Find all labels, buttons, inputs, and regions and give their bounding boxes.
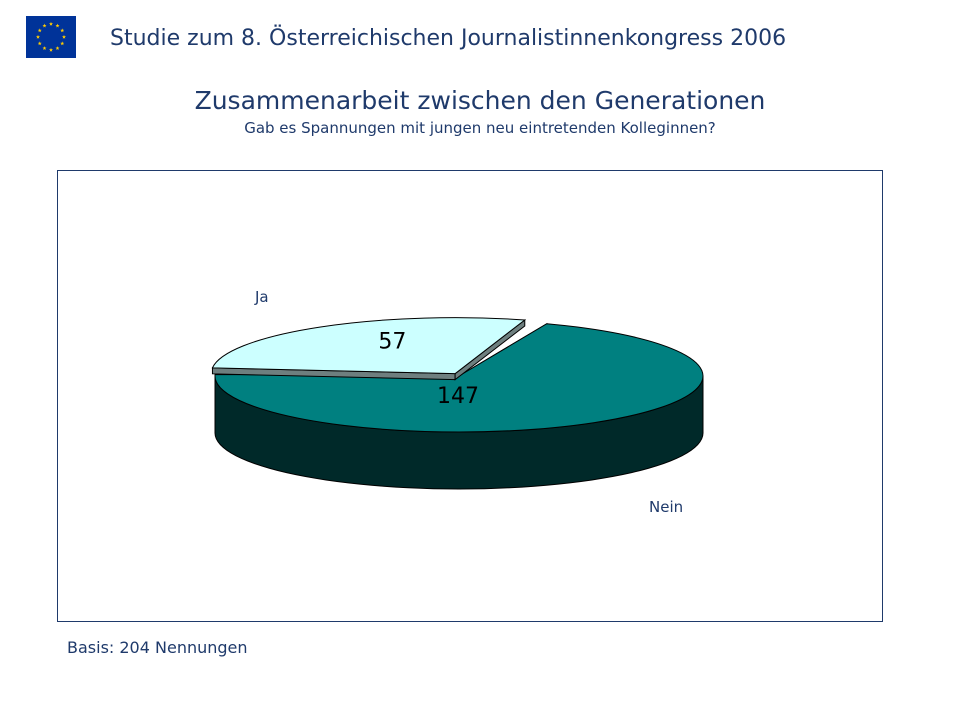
flag-star [37,41,42,46]
flag-star [37,28,42,33]
flag-star [36,34,40,39]
data-label-ja: 57 [378,329,406,354]
plot-area: 57 147 Ja Nein [57,170,883,622]
category-label-ja: Ja [254,288,269,306]
chart-subtitle: Gab es Spannungen mit jungen neu eintret… [244,119,716,137]
pie-slice-nein [214,323,704,433]
flag-star [49,47,53,52]
category-label-nein: Nein [649,498,683,516]
flag-star [62,34,66,39]
flag-star [49,21,53,26]
pie-chart: 57 147 Ja Nein [211,288,704,516]
flag-star [55,23,60,28]
flag-star [42,23,47,28]
flag-star [60,28,65,33]
basis-note: Basis: 204 Nennungen [67,638,248,657]
chart-title: Zusammenarbeit zwischen den Generationen [194,86,766,115]
flag-star [55,46,60,50]
header-title: Studie zum 8. Österreichischen Journalis… [110,26,787,51]
pie-slice-ja [211,317,527,375]
flag-star [42,46,47,50]
eu-flag-icon [26,16,76,58]
data-label-nein: 147 [437,384,479,409]
flag-star [60,41,65,46]
